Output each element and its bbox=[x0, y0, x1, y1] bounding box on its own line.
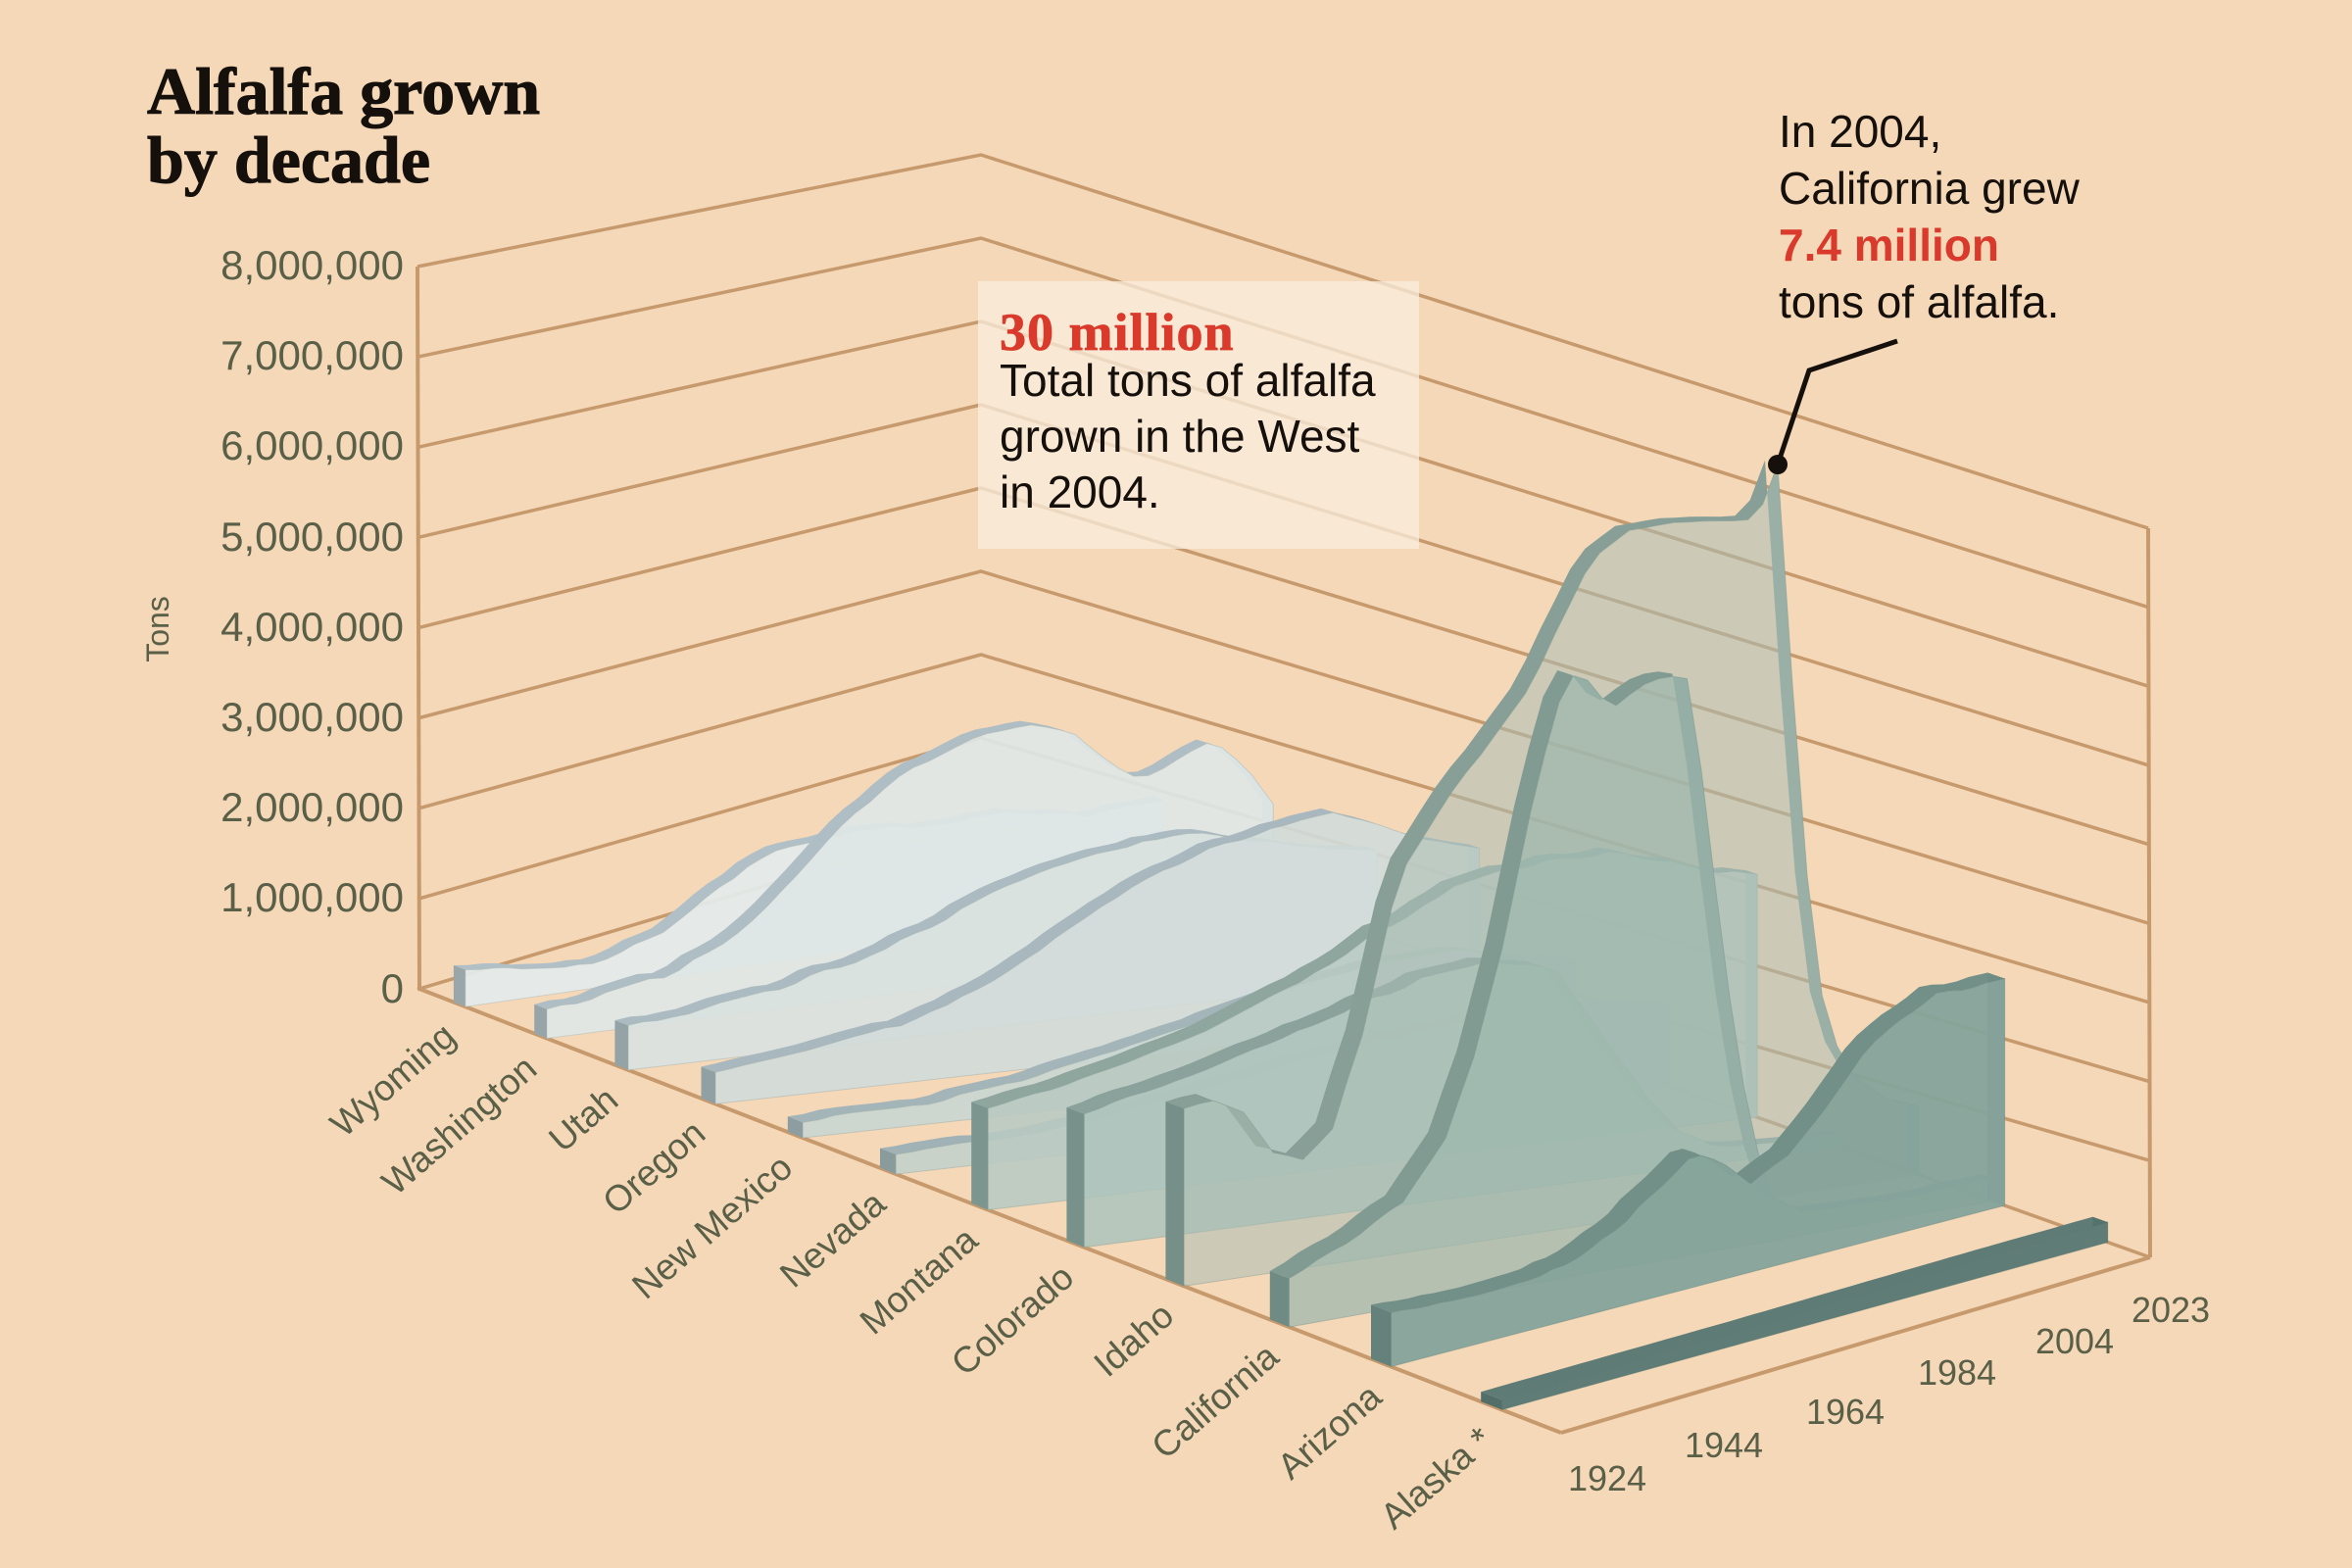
svg-text:1984: 1984 bbox=[1918, 1352, 1996, 1393]
svg-text:1944: 1944 bbox=[1685, 1425, 1763, 1465]
svg-text:2,000,000: 2,000,000 bbox=[220, 784, 404, 830]
svg-text:6,000,000: 6,000,000 bbox=[220, 422, 404, 468]
svg-text:1,000,000: 1,000,000 bbox=[220, 874, 404, 920]
svg-text:7,000,000: 7,000,000 bbox=[220, 332, 404, 378]
svg-text:tons of alfalfa.: tons of alfalfa. bbox=[1779, 276, 2059, 327]
svg-text:1924: 1924 bbox=[1568, 1458, 1646, 1498]
svg-text:by decade: by decade bbox=[147, 122, 430, 197]
svg-text:4,000,000: 4,000,000 bbox=[220, 604, 404, 650]
svg-text:California grew: California grew bbox=[1779, 163, 2081, 214]
svg-text:3,000,000: 3,000,000 bbox=[220, 694, 404, 740]
svg-text:5,000,000: 5,000,000 bbox=[220, 514, 404, 560]
svg-text:in 2004.: in 2004. bbox=[1000, 466, 1160, 517]
svg-text:30 million: 30 million bbox=[1000, 303, 1235, 362]
svg-text:Total tons of alfalfa: Total tons of alfalfa bbox=[1000, 355, 1376, 406]
svg-text:In 2004,: In 2004, bbox=[1779, 106, 1941, 157]
svg-text:0: 0 bbox=[381, 965, 404, 1011]
svg-text:2023: 2023 bbox=[2132, 1290, 2210, 1330]
svg-text:2004: 2004 bbox=[2035, 1321, 2114, 1361]
svg-text:7.4 million: 7.4 million bbox=[1779, 220, 1999, 270]
svg-text:1964: 1964 bbox=[1806, 1392, 1885, 1432]
svg-text:grown in the West: grown in the West bbox=[1000, 411, 1360, 462]
svg-text:Alfalfa grown: Alfalfa grown bbox=[147, 54, 540, 128]
svg-text:Tons: Tons bbox=[140, 596, 175, 662]
svg-text:8,000,000: 8,000,000 bbox=[220, 242, 404, 288]
